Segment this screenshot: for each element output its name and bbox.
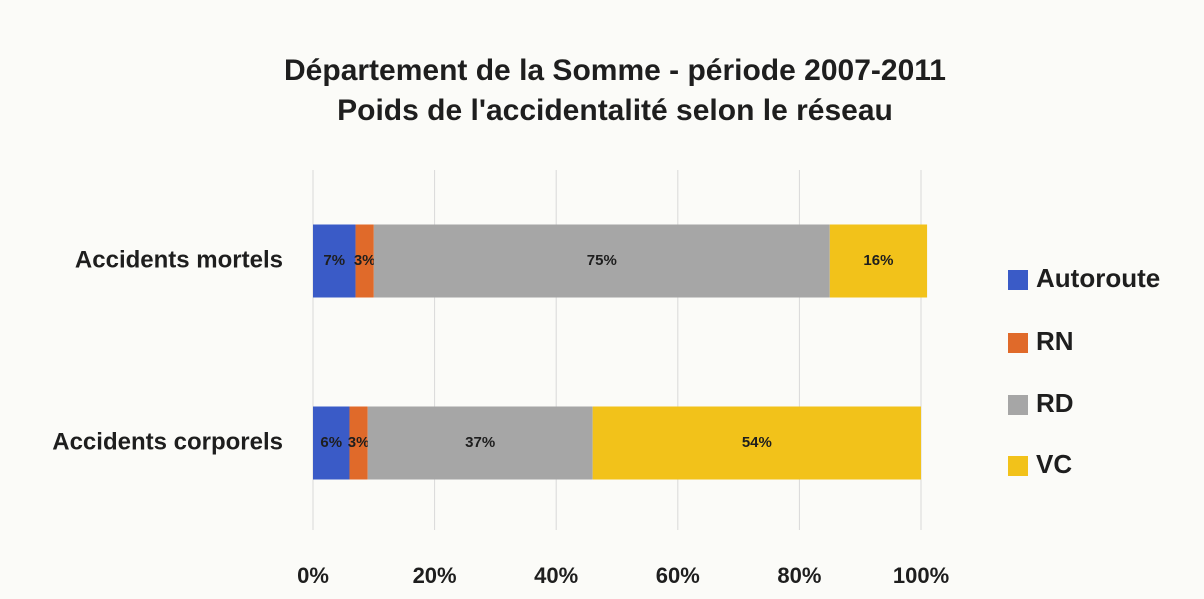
data-label: 3% xyxy=(354,252,376,269)
legend-swatch xyxy=(1008,333,1028,353)
legend-swatch xyxy=(1008,395,1028,415)
data-label: 7% xyxy=(323,252,345,269)
data-label: 54% xyxy=(742,434,772,451)
x-tick-label: 60% xyxy=(656,563,700,588)
bar-segment xyxy=(373,224,830,298)
legend-label: RD xyxy=(1036,388,1074,418)
y-tick-label: Accidents mortels xyxy=(75,246,283,273)
bar-segment xyxy=(313,224,356,298)
x-tick-label: 40% xyxy=(534,563,578,588)
bar-segment xyxy=(829,224,928,298)
chart-title: Département de la Somme - période 2007-2… xyxy=(284,54,946,87)
x-tick-label: 0% xyxy=(297,563,329,588)
legend-label: Autoroute xyxy=(1036,263,1160,293)
bar-segment xyxy=(355,224,374,298)
legend-label: RN xyxy=(1036,326,1074,356)
data-label: 75% xyxy=(587,252,617,269)
bar-segment xyxy=(592,406,921,480)
bar-segment xyxy=(313,406,350,480)
data-label: 6% xyxy=(320,434,342,451)
legend-label: VC xyxy=(1036,449,1072,479)
legend-swatch xyxy=(1008,270,1028,290)
x-tick-label: 100% xyxy=(893,563,949,588)
bar-segment xyxy=(367,406,593,480)
chart-subtitle: Poids de l'accidentalité selon le réseau xyxy=(337,94,893,127)
legend-swatch xyxy=(1008,456,1028,476)
x-tick-label: 80% xyxy=(777,563,821,588)
x-tick-label: 20% xyxy=(413,563,457,588)
bar-segment xyxy=(349,406,368,480)
y-tick-label: Accidents corporels xyxy=(52,428,283,455)
data-label: 3% xyxy=(348,434,370,451)
data-label: 37% xyxy=(465,434,495,451)
data-label: 16% xyxy=(863,252,893,269)
